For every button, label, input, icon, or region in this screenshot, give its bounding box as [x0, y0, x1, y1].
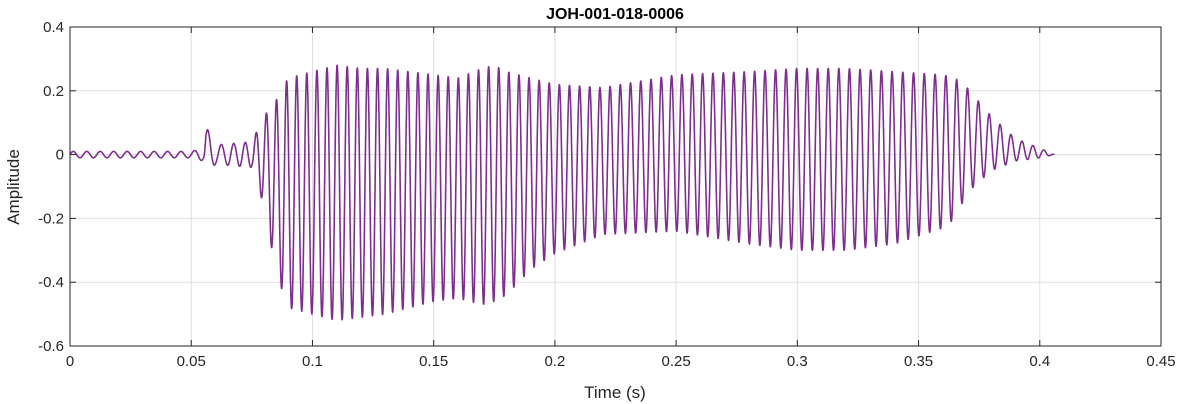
- y-tick-label: 0.2: [43, 83, 64, 100]
- plot-area: [70, 27, 1161, 346]
- x-tick-label: 0.3: [787, 353, 808, 370]
- x-tick-label: 0: [66, 353, 74, 370]
- tick-marks: [69, 26, 1162, 347]
- y-tick-label: -0.2: [38, 210, 64, 227]
- x-tick-label: 0.05: [177, 353, 206, 370]
- plot-border: [69, 26, 1162, 347]
- chart-title: JOH-001-018-0006: [546, 6, 684, 23]
- x-tick-label: 0.35: [904, 353, 933, 370]
- x-tick-labels: 0 0.05 0.1 0.15 0.2 0.25 0.3 0.35 0.4 0.45: [66, 353, 1176, 370]
- x-tick-label: 0.1: [302, 353, 323, 370]
- y-tick-label: -0.6: [38, 338, 64, 355]
- x-axis-label: Time (s): [584, 383, 646, 402]
- x-tick-label: 0.4: [1029, 353, 1050, 370]
- y-tick-labels: -0.6 -0.4 -0.2 0 0.2 0.4: [38, 19, 64, 355]
- y-tick-label: 0: [56, 147, 64, 164]
- x-tick-label: 0.45: [1146, 353, 1175, 370]
- x-tick-label: 0.15: [419, 353, 448, 370]
- y-tick-label: -0.4: [38, 274, 64, 291]
- waveform-line: [69, 64, 1056, 321]
- y-tick-label: 0.4: [43, 19, 64, 36]
- x-tick-label: 0.25: [662, 353, 691, 370]
- series-layer: [69, 64, 1056, 321]
- x-tick-label: 0.2: [544, 353, 565, 370]
- y-axis-label: Amplitude: [4, 149, 23, 225]
